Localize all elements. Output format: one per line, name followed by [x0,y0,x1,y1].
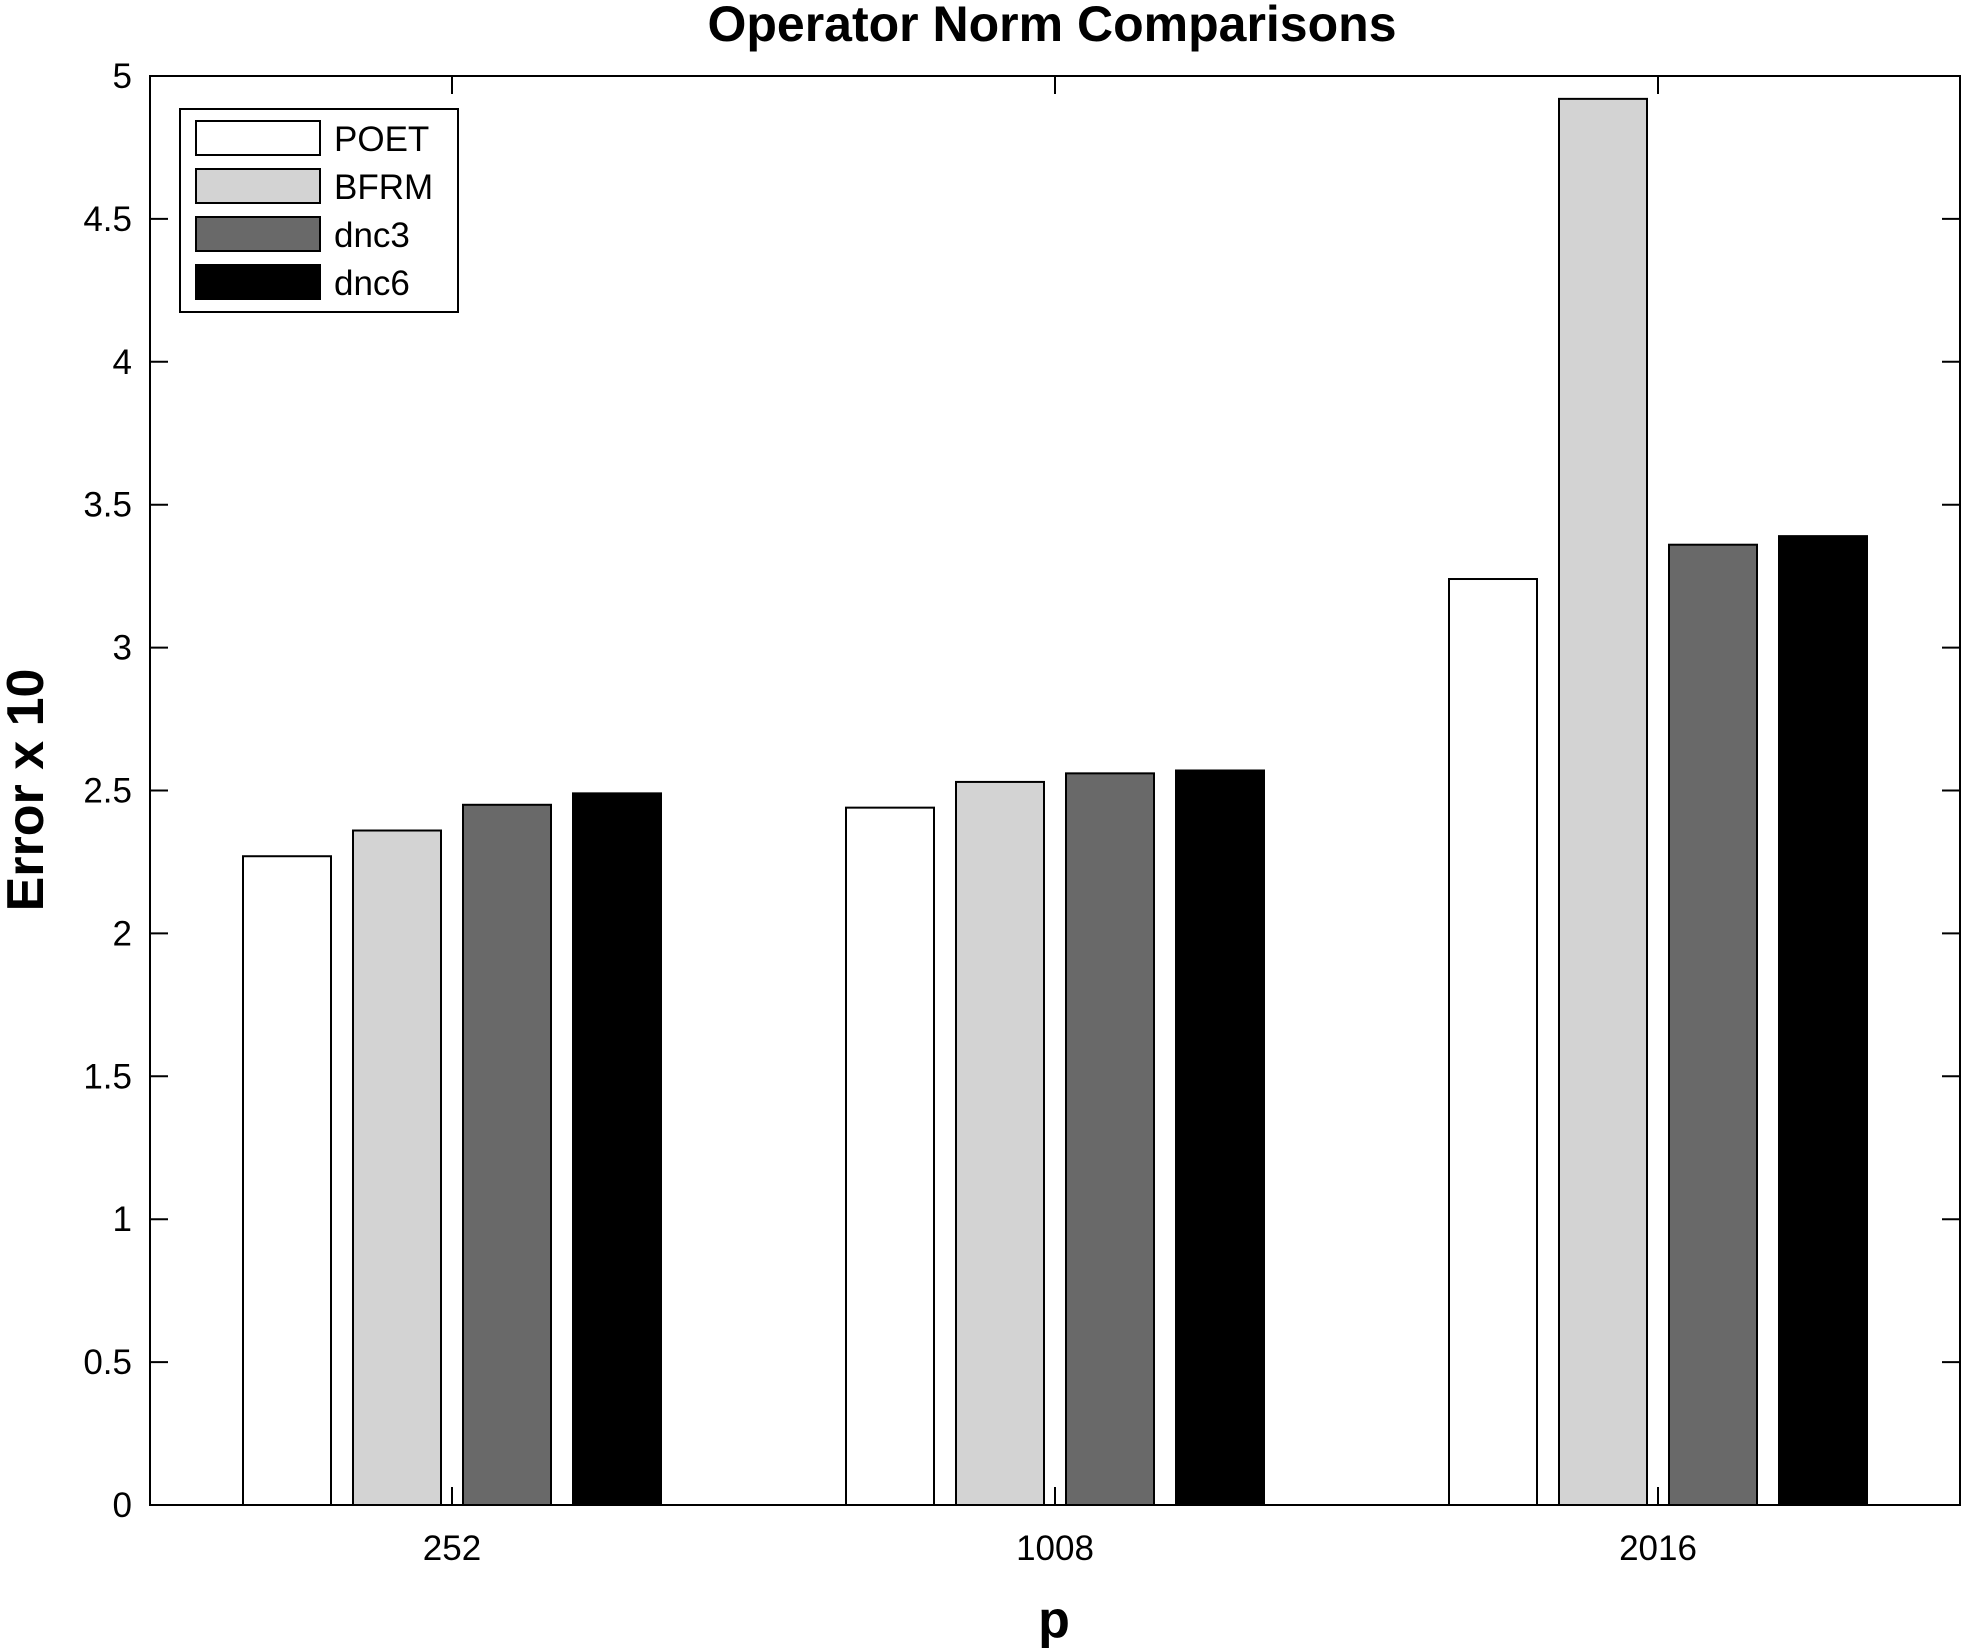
legend-label-dnc3: dnc3 [334,216,410,255]
bar-bfrm-252 [352,829,442,1506]
plot-area [150,76,1960,1505]
y-tick-label: 4 [113,343,132,382]
chart-title: Operator Norm Comparisons [707,0,1396,52]
y-tick-label: 4.5 [83,200,132,239]
y-tick-label: 1 [113,1200,132,1239]
y-axis-label: Error x 10 [0,669,55,912]
y-tick-label: 2.5 [83,772,132,811]
y-tick-label: 0.5 [83,1343,132,1382]
y-tick-label: 0 [113,1486,132,1525]
x-tick-label: 2016 [1619,1529,1697,1568]
legend-swatch-poet [195,120,321,156]
x-axis-label: p [1038,1591,1070,1649]
legend-swatch-dnc6 [195,264,321,300]
bar-dnc6-252 [572,792,662,1506]
y-axis-ticks: 0 0.5 1 1.5 2 2.5 3 3.5 4 4.5 5 [83,57,1960,1525]
y-tick-label: 2 [113,914,132,953]
y-tick-label: 1.5 [83,1057,132,1096]
bar-bfrm-2016 [1558,97,1648,1506]
legend-label-bfrm: BFRM [334,168,433,207]
y-tick-label: 3 [113,629,132,668]
bars-group [242,97,1868,1506]
bar-dnc3-252 [462,803,552,1506]
bar-poet-252 [242,855,332,1506]
plot-frame [149,75,1961,1506]
y-tick-label: 5 [113,57,132,96]
legend-label-poet: POET [334,120,429,159]
bar-dnc6-1008 [1175,769,1265,1506]
legend-swatch-dnc3 [195,216,321,252]
x-tick-label: 252 [423,1529,481,1568]
x-axis-ticks: 252 1008 2016 [423,76,1697,1568]
bar-dnc6-2016 [1778,535,1868,1506]
bar-dnc3-2016 [1668,543,1758,1506]
bar-dnc3-1008 [1065,772,1155,1506]
legend-label-dnc6: dnc6 [334,264,410,303]
legend-swatch-bfrm [195,168,321,204]
y-tick-label: 3.5 [83,486,132,525]
bar-poet-2016 [1448,578,1538,1506]
x-tick-label: 1008 [1016,1529,1094,1568]
bar-poet-1008 [845,806,935,1506]
bar-bfrm-1008 [955,780,1045,1506]
legend: POET BFRM dnc3 dnc6 [179,108,459,313]
